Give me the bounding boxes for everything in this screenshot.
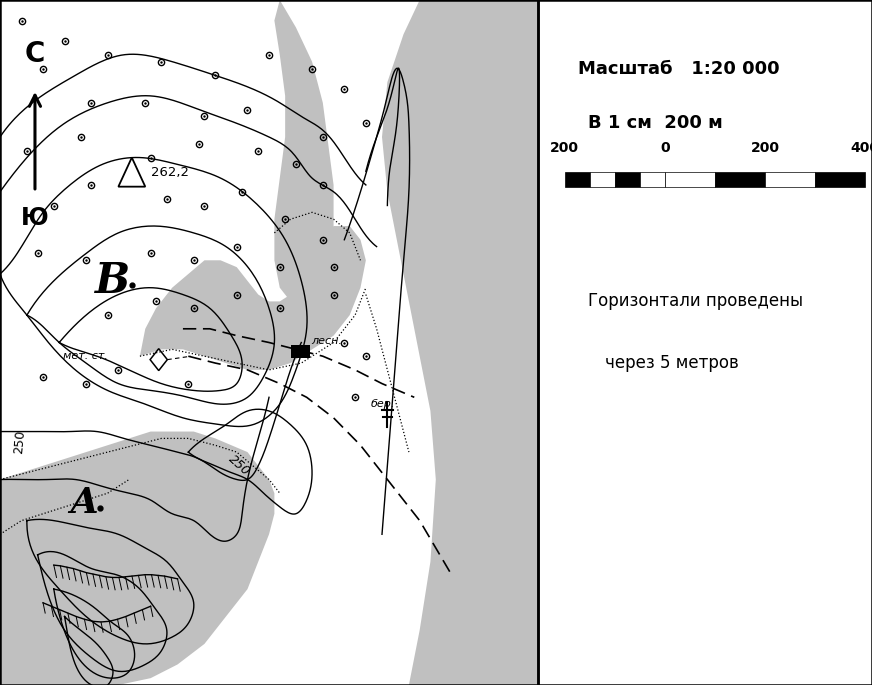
Text: 200: 200 xyxy=(751,141,780,155)
Text: 250: 250 xyxy=(226,453,253,479)
Text: 250: 250 xyxy=(12,429,27,454)
Bar xyxy=(615,172,640,187)
Bar xyxy=(589,172,615,187)
Polygon shape xyxy=(140,226,366,370)
Text: В 1 см  200 м: В 1 см 200 м xyxy=(588,114,723,132)
Text: 262,2: 262,2 xyxy=(151,166,188,179)
Text: через 5 метров: через 5 метров xyxy=(605,354,739,372)
Text: Горизонтали проведены: Горизонтали проведены xyxy=(588,292,803,310)
Bar xyxy=(290,345,310,358)
Text: Ю: Ю xyxy=(21,206,49,229)
Polygon shape xyxy=(382,0,538,685)
Text: 200: 200 xyxy=(550,141,579,155)
Text: А: А xyxy=(69,486,98,521)
Bar xyxy=(765,172,815,187)
Bar xyxy=(665,172,715,187)
Text: бер.: бер. xyxy=(370,399,394,409)
Polygon shape xyxy=(275,0,334,301)
Text: 0: 0 xyxy=(660,141,670,155)
Bar xyxy=(815,172,865,187)
Text: С: С xyxy=(24,40,45,68)
Text: мет. ст.: мет. ст. xyxy=(63,351,107,361)
Text: Масштаб   1:20 000: Масштаб 1:20 000 xyxy=(578,60,780,77)
Text: В: В xyxy=(95,260,131,302)
Text: 400: 400 xyxy=(851,141,872,155)
Bar xyxy=(640,172,665,187)
Bar xyxy=(715,172,765,187)
Bar xyxy=(565,172,589,187)
Text: лесн.: лесн. xyxy=(311,336,342,346)
Polygon shape xyxy=(0,432,275,685)
